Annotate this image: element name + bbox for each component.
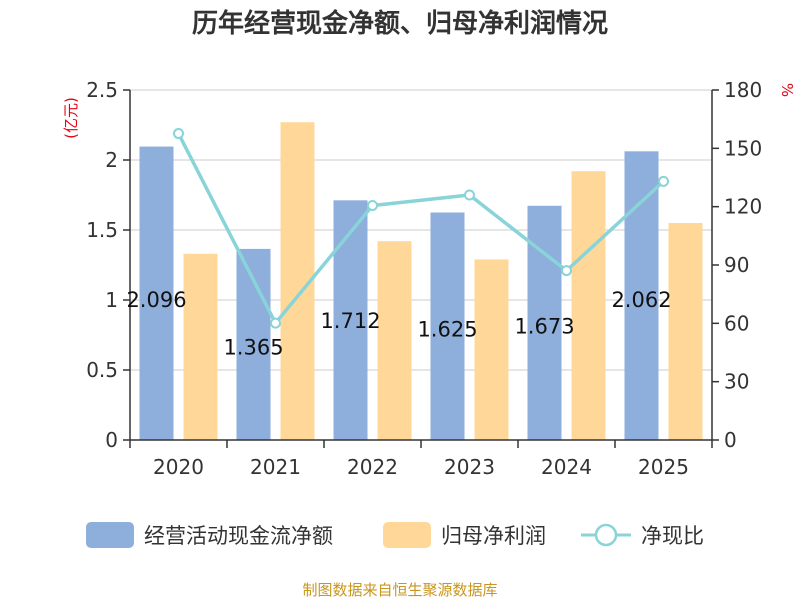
bar-net-profit [183, 253, 218, 440]
bar-net-profit [668, 223, 703, 440]
left-tick-label: 2.5 [86, 78, 118, 102]
data-labels: 2.096 1.365 1.712 1.625 1.673 2.062 [126, 288, 671, 360]
bar-cashflow [139, 146, 174, 440]
cashflow-data-label: 1.712 [320, 309, 380, 333]
bar-net-profit [377, 241, 412, 440]
legend-label-net-profit: 归母净利润 [441, 524, 546, 548]
bars [139, 122, 703, 440]
right-axis-unit: % [778, 83, 796, 97]
legend-swatch-net-profit [383, 522, 431, 548]
x-tick-label: 2024 [541, 455, 592, 479]
left-tick-label: 1 [105, 288, 118, 312]
cashflow-data-label: 2.096 [126, 288, 186, 312]
x-tick-label: 2020 [153, 455, 204, 479]
legend-label-cashflow: 经营活动现金流净额 [144, 524, 333, 548]
x-tick-label: 2021 [250, 455, 301, 479]
ratio-point [270, 317, 281, 329]
x-tick-label: 2025 [638, 455, 689, 479]
ratio-line [173, 128, 669, 329]
ratio-point [561, 265, 572, 277]
ratio-line-path [176, 132, 665, 327]
left-tick-label: 0.5 [86, 358, 118, 382]
left-tick-label: 1.5 [86, 218, 118, 242]
cashflow-data-label: 1.625 [417, 317, 477, 341]
ratio-point [658, 175, 669, 187]
bar-net-profit [571, 171, 606, 440]
cashflow-data-label: 1.365 [223, 336, 283, 360]
right-tick-label: 120 [724, 195, 762, 219]
cashflow-data-label: 1.673 [514, 315, 574, 339]
left-axis-unit: (亿元) [62, 97, 80, 139]
bar-net-profit [474, 259, 509, 440]
right-tick-label: 180 [724, 78, 762, 102]
right-tick-label: 0 [724, 428, 737, 452]
bar-cashflow [333, 200, 368, 440]
legend-label-ratio: 净现比 [641, 524, 704, 548]
ratio-point [464, 189, 475, 201]
right-tick-label: 150 [724, 136, 762, 160]
left-tick-label: 0 [105, 428, 118, 452]
left-tick-label: 2 [105, 148, 118, 172]
axes: 0 0.5 1 1.5 2 2.5 0 30 60 90 120 150 180 (亿元)% 2020 202… [62, 78, 796, 479]
x-tick-label: 2023 [444, 455, 495, 479]
ratio-point [367, 200, 378, 211]
x-tick-label: 2022 [347, 455, 398, 479]
right-tick-label: 30 [724, 370, 749, 394]
chart-title: 历年经营现金净额、归母净利润情况 [192, 8, 608, 39]
cashflow-data-label: 2.062 [611, 288, 671, 312]
legend-marker-ratio [594, 523, 618, 547]
ratio-point [173, 128, 184, 140]
legend-swatch-cashflow [86, 522, 134, 548]
legend: 经营活动现金流净额 归母净利润 净现比 [86, 522, 704, 548]
bar-cashflow [430, 212, 465, 440]
right-tick-label: 60 [724, 311, 749, 335]
right-tick-label: 90 [724, 253, 749, 277]
source-note: 制图数据来自恒生聚源数据库 [302, 581, 497, 599]
